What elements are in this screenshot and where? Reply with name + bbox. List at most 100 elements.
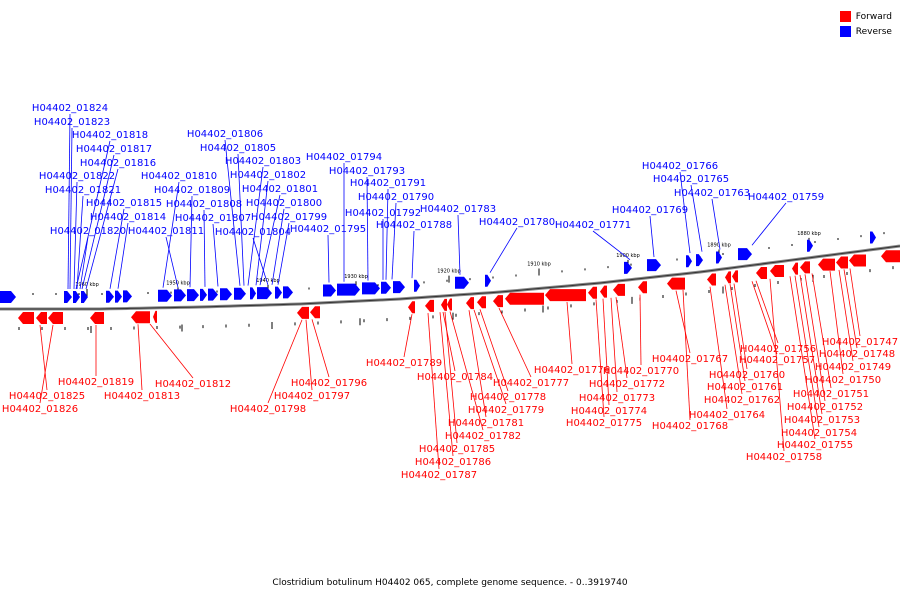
- forward-gene: [849, 254, 866, 267]
- gene-label: H04402_01778: [470, 392, 546, 403]
- gene-label: H04402_01822: [39, 171, 115, 182]
- leader-line: [615, 297, 628, 379]
- forward-gene: [408, 301, 415, 314]
- gene-label: H04402_01769: [612, 205, 688, 216]
- reverse-gene: [362, 282, 380, 295]
- forward-gene: [441, 298, 447, 311]
- gene-features: [0, 231, 900, 324]
- reverse-gene: [158, 289, 172, 302]
- gene-label: H04402_01802: [230, 170, 306, 181]
- reverse-gene: [208, 288, 218, 301]
- map-caption: Clostridium botulinum H04402 065, comple…: [272, 578, 628, 588]
- leader-line: [843, 269, 858, 349]
- gene-label: H04402_01784: [417, 372, 493, 383]
- leader-line: [769, 278, 785, 452]
- leader-line: [649, 215, 655, 258]
- gene-label: H04402_01793: [329, 166, 405, 177]
- gene-label: H04402_01754: [781, 428, 857, 439]
- gene-label: H04402_01771: [555, 220, 631, 231]
- forward-gene: [667, 277, 685, 290]
- leader-line: [109, 208, 125, 289]
- leader-line: [39, 324, 54, 404]
- leader-line: [366, 176, 369, 281]
- legend: Forward Reverse: [839, 9, 892, 39]
- leader-line: [439, 312, 454, 457]
- leader-line: [789, 276, 816, 440]
- reverse-gene: [686, 255, 692, 268]
- leader-line: [498, 307, 532, 378]
- forward-gene: [48, 312, 63, 324]
- gene-label: H04402_01788: [376, 220, 452, 231]
- gene-label: H04402_01791: [350, 178, 426, 189]
- leader-line: [690, 184, 703, 252]
- leader-line: [137, 324, 143, 391]
- leader-line: [327, 234, 330, 283]
- reverse-gene: [337, 283, 360, 296]
- reverse-gene: [455, 276, 469, 289]
- tick-label: 1910 kbp: [527, 261, 551, 267]
- gene-label: H04402_01760: [709, 370, 785, 381]
- gene-label: H04402_01747: [822, 337, 898, 348]
- leader-line: [385, 188, 389, 280]
- forward-gene: [477, 296, 486, 309]
- leader-line: [305, 319, 313, 391]
- reverse-gene: [393, 281, 405, 294]
- leader-line: [403, 314, 413, 358]
- reverse-gene: [234, 287, 246, 300]
- forward-gene: [800, 261, 810, 274]
- backbone-core: [0, 245, 900, 310]
- gene-label: H04402_01757: [739, 355, 815, 366]
- forward-swatch: [839, 11, 851, 22]
- gene-label: H04402_01761: [707, 382, 783, 393]
- reverse-gene: [381, 281, 391, 294]
- leader-line: [610, 297, 618, 393]
- gene-label: H04402_01821: [45, 185, 121, 196]
- forward-gene: [600, 285, 607, 298]
- leader-line: [709, 286, 728, 410]
- leader-line: [595, 299, 605, 418]
- leader-line: [69, 127, 73, 290]
- forward-gene: [588, 286, 597, 299]
- leader-line: [682, 289, 691, 421]
- forward-gene: [153, 310, 157, 323]
- gene-label: H04402_01764: [689, 410, 765, 421]
- gene-label: H04402_01813: [104, 391, 180, 402]
- leader-line: [277, 222, 290, 285]
- reverse-gene: [0, 291, 16, 303]
- leader-line: [67, 113, 71, 290]
- leader-line: [75, 140, 111, 290]
- leader-line: [751, 202, 787, 246]
- leader-line: [675, 290, 691, 354]
- reverse-gene: [81, 291, 88, 303]
- leader-line: [73, 181, 78, 290]
- forward-gene: [36, 312, 47, 324]
- gene-label: H04402_01765: [653, 174, 729, 185]
- leader-line: [252, 237, 269, 286]
- reverse-gene: [200, 288, 207, 301]
- leader-line: [468, 310, 487, 418]
- leader-line: [162, 181, 180, 288]
- gene-label: H04402_01755: [777, 440, 853, 451]
- reverse-gene: [115, 290, 122, 303]
- gene-label: H04402_01796: [291, 378, 367, 389]
- gene-label: H04402_01805: [200, 143, 276, 154]
- gene-label: H04402_01811: [128, 226, 204, 237]
- leader-line: [427, 313, 440, 470]
- leader-line: [733, 283, 748, 370]
- gene-label: H04402_01783: [420, 204, 496, 215]
- gene-label: H04402_01762: [704, 395, 780, 406]
- gene-label: H04402_01823: [34, 117, 110, 128]
- leader-line: [311, 319, 330, 378]
- leader-line: [165, 236, 179, 288]
- reverse-gene: [624, 261, 632, 274]
- leader-line: [566, 301, 573, 365]
- gene-label: H04402_01752: [787, 402, 863, 413]
- gene-label: H04402_01756: [740, 344, 816, 355]
- leader-line: [117, 222, 129, 289]
- reverse-gene: [73, 291, 80, 303]
- leader-line: [224, 139, 241, 286]
- leader-line: [829, 271, 844, 375]
- forward-gene: [881, 250, 900, 263]
- leader-line: [267, 319, 303, 404]
